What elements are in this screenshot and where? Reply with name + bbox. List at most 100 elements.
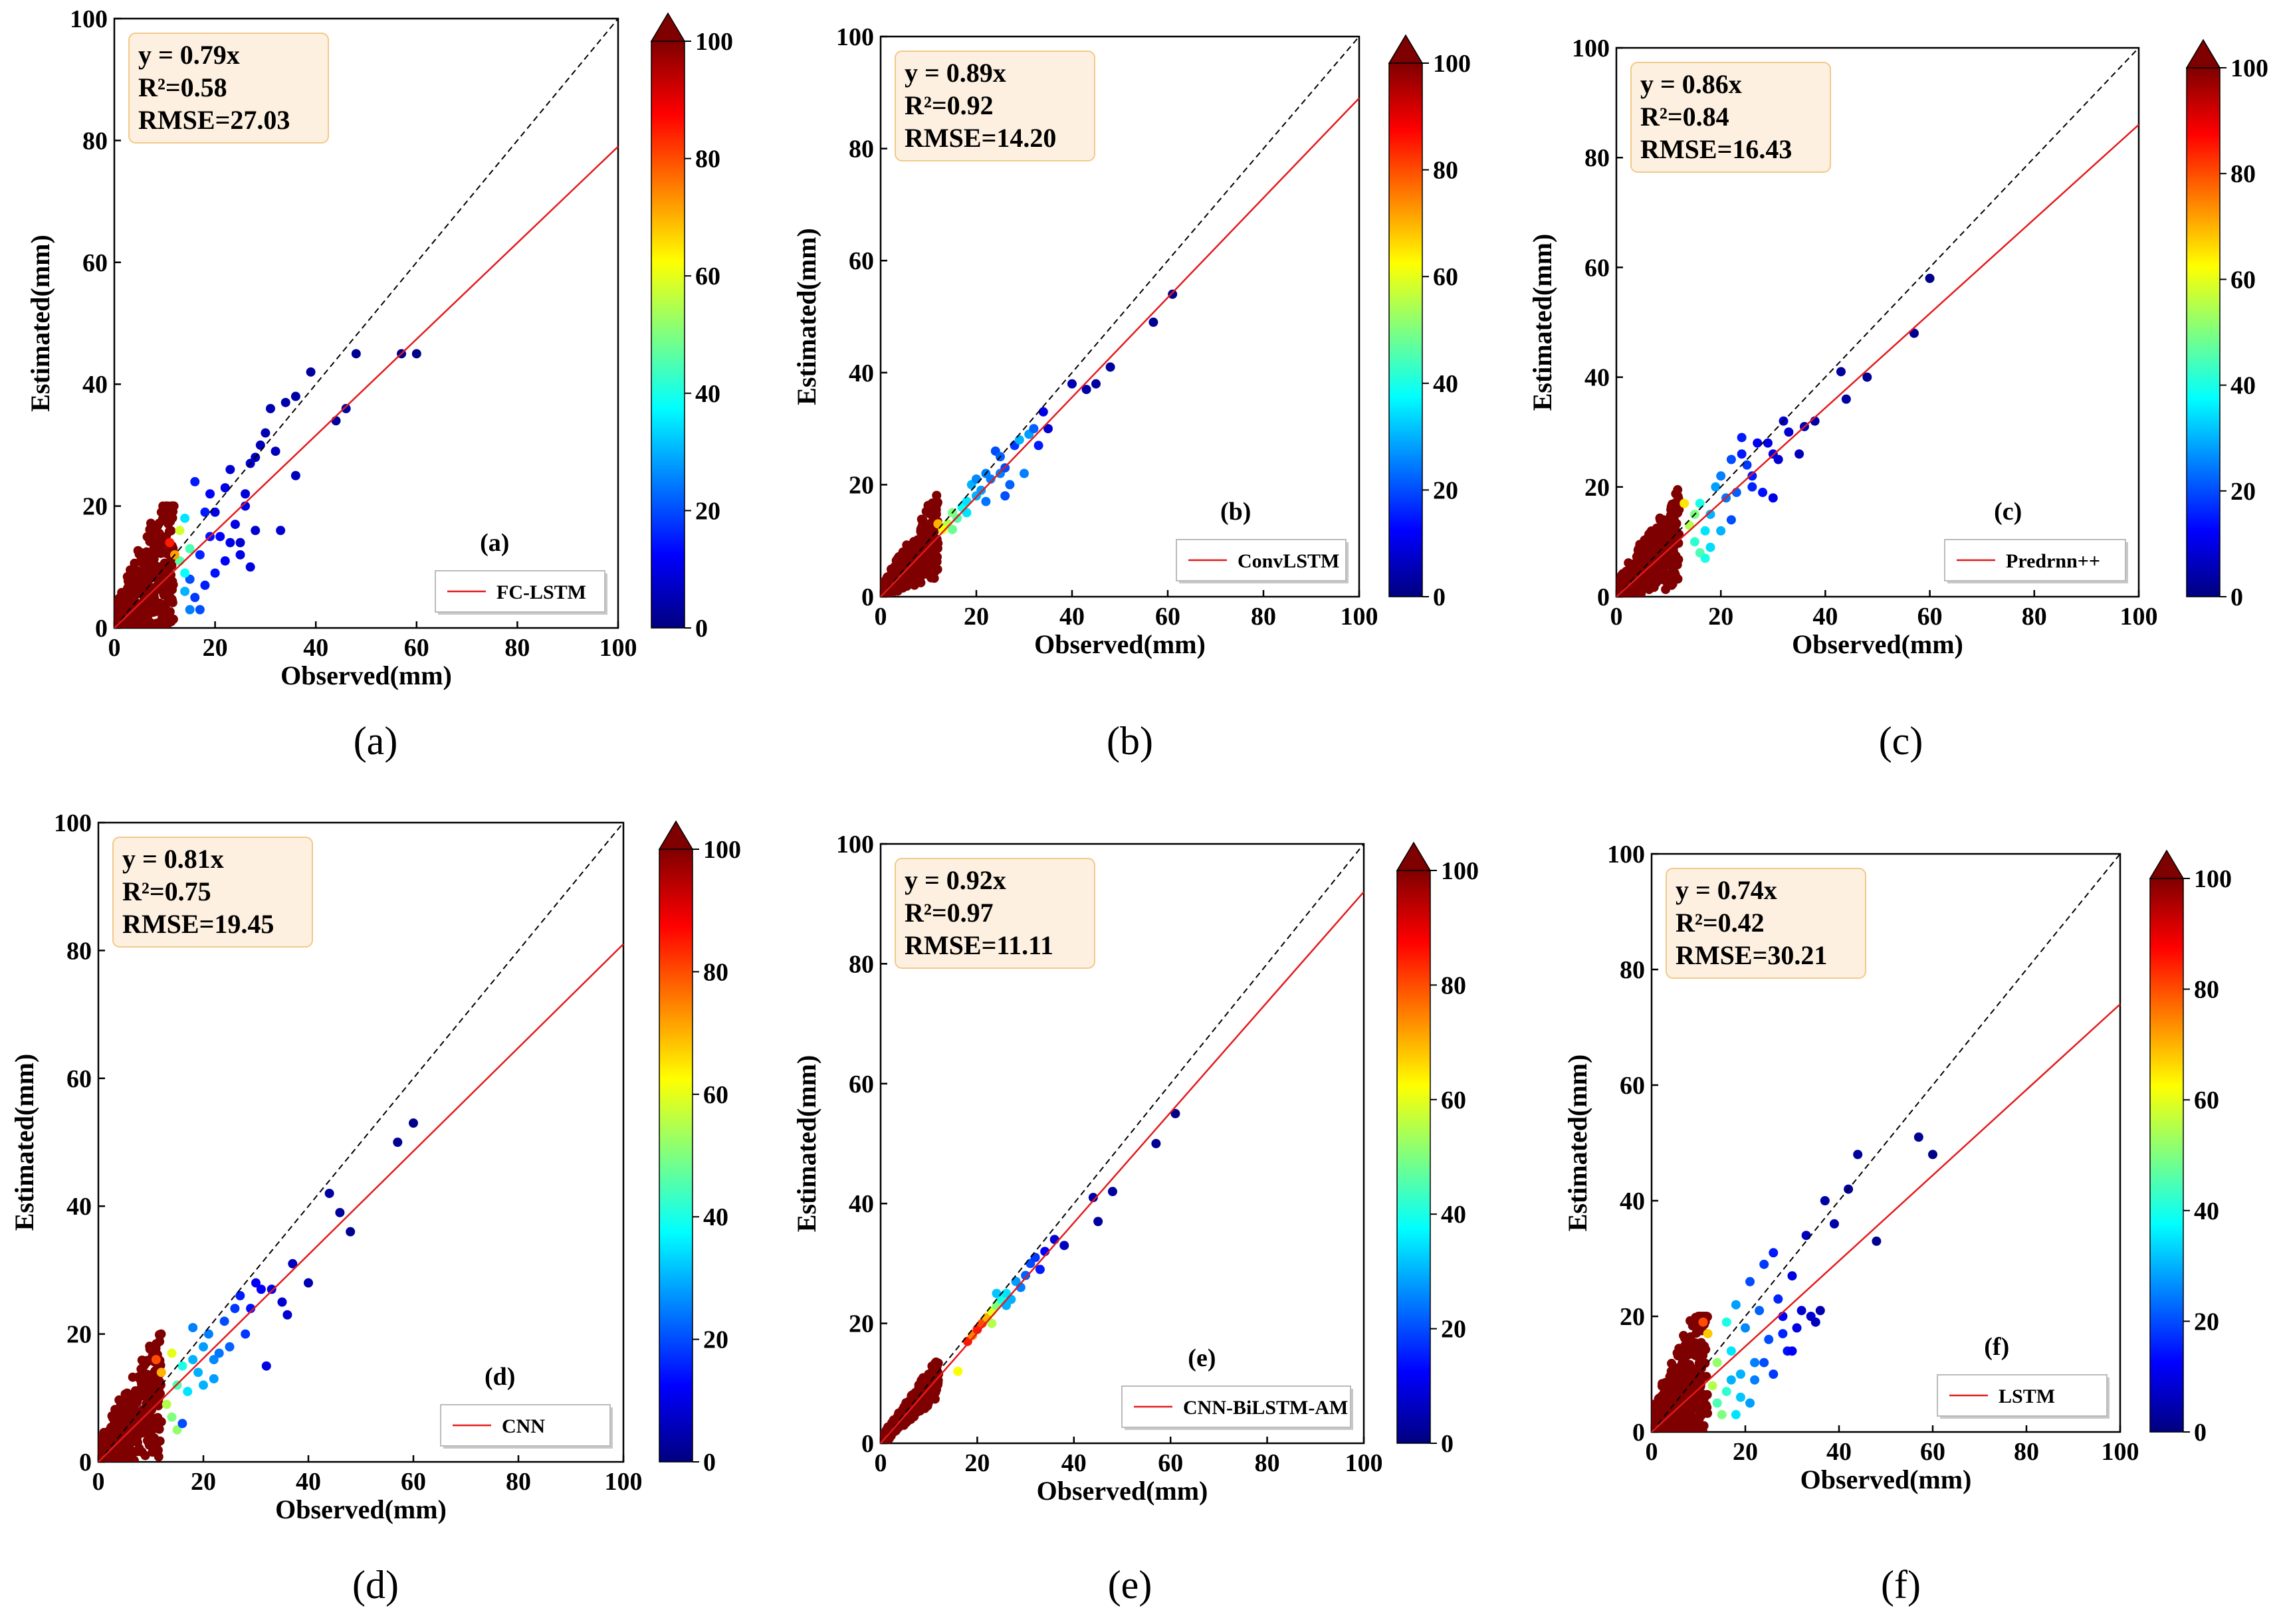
data-point [1737,449,1747,459]
data-point [185,605,195,615]
x-tick-label: 80 [506,1468,531,1496]
data-point [921,536,931,546]
data-point [1755,1306,1765,1316]
colorbar-tick-label: 80 [703,958,728,986]
x-axis-label: Observed(mm) [1034,629,1206,659]
colorbar [1388,62,1423,597]
data-point [895,552,905,561]
y-tick-label: 40 [849,1190,874,1218]
x-axis-label: Observed(mm) [280,660,452,690]
y-tick-label: 100 [836,23,874,51]
data-point [897,571,907,581]
data-point [246,1304,256,1314]
data-point [277,1297,287,1307]
x-axis-label: Observed(mm) [275,1494,447,1524]
data-point [926,1370,936,1379]
data-point [115,1420,125,1430]
colorbar-tick-label: 20 [1441,1316,1466,1344]
data-point [1784,427,1794,437]
y-tick-label: 0 [79,1449,92,1476]
data-point [1928,1150,1937,1160]
data-point [932,490,942,500]
data-point [1700,526,1710,536]
y-tick-label: 100 [54,809,92,837]
data-point [1671,498,1681,508]
data-point [183,1387,193,1397]
x-tick-label: 60 [1158,1449,1183,1477]
x-tick-label: 40 [1059,603,1085,631]
stats-r2: R²=0.58 [138,72,227,102]
y-tick-label: 0 [1597,583,1610,611]
data-point [1664,552,1674,561]
stats-equation: y = 0.86x [1640,69,1742,99]
data-point [159,559,169,569]
data-point [104,1435,114,1445]
panel-caption: (a) [354,719,398,763]
x-tick-label: 0 [1610,603,1623,631]
y-tick-label: 20 [1584,474,1610,502]
panel-caption: (b) [1107,719,1153,763]
panel-c: 002020404060608080100100Observed(mm)Esti… [1527,35,2268,763]
data-point [1787,1346,1797,1356]
data-point [1671,489,1681,499]
data-point [1700,554,1710,563]
data-point [1697,1426,1707,1432]
stats-r2: R²=0.97 [905,898,994,928]
data-point [1759,1358,1769,1368]
x-tick-label: 20 [1708,603,1733,631]
data-point [1792,1323,1802,1333]
y-tick-label: 40 [66,1193,92,1221]
data-point [1666,1426,1676,1432]
data-point [922,1377,932,1387]
y-axis-label: Estimated(mm) [1527,234,1557,411]
colorbar-tick-label: 20 [695,497,720,525]
data-point [210,568,220,578]
x-axis-label: Observed(mm) [1800,1465,1972,1494]
data-point [1641,549,1651,559]
data-point [1692,1416,1702,1426]
data-point [1836,367,1846,377]
data-point [148,1376,158,1386]
data-point [916,1387,926,1397]
data-point [1787,1271,1797,1281]
data-point [225,464,235,474]
data-point [1721,1387,1731,1397]
panel-a: 002020404060608080100100Observed(mm)Esti… [25,5,733,763]
data-point [1753,438,1763,448]
data-point [162,609,172,619]
data-point [887,572,897,582]
data-point [1745,1276,1755,1286]
data-point [276,526,286,536]
data-point [1035,1265,1045,1274]
fit-line [880,891,1364,1444]
y-tick-label: 80 [1620,956,1645,984]
y-tick-label: 80 [66,937,92,965]
stats-box [128,33,329,144]
data-point [165,538,175,548]
plot-area [114,349,421,628]
data-point [235,1290,245,1300]
data-point [928,1385,938,1395]
y-tick-label: 100 [70,5,108,33]
y-tick-label: 0 [95,615,108,643]
data-point [918,516,928,526]
data-point [889,565,899,575]
y-tick-label: 100 [1607,841,1645,868]
y-tick-label: 100 [836,831,874,859]
data-point [195,605,205,615]
data-point [220,556,230,566]
colorbar-tick-label: 40 [1433,370,1458,398]
data-point [177,1361,187,1371]
data-point [215,532,225,542]
legend-label: Predrnn++ [2006,550,2100,572]
x-tick-label: 100 [2102,1438,2139,1466]
data-point [121,1411,131,1421]
fit-line [1651,1003,2121,1433]
y-tick-label: 20 [82,493,108,521]
data-point [158,514,167,524]
data-point [1081,385,1091,395]
y-tick-label: 0 [861,1430,874,1458]
colorbar [2149,878,2184,1433]
data-point [1647,540,1657,550]
data-point [1680,1333,1689,1343]
